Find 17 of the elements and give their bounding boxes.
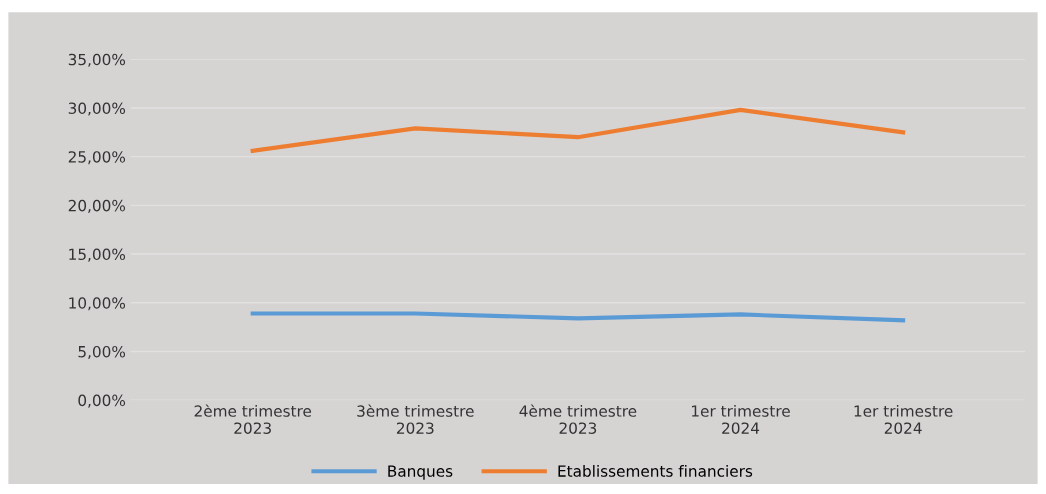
y-tick-label: 30,00% xyxy=(68,102,126,116)
line-series xyxy=(250,107,906,153)
y-tick-label: 25,00% xyxy=(68,151,126,165)
y-tick-label: 15,00% xyxy=(69,248,126,262)
y-tick-label: 35,00% xyxy=(68,53,126,67)
y-tick-label: 20,00% xyxy=(68,199,126,213)
legend-label: Etablissements financiers xyxy=(558,465,753,477)
y-tick-label: 0,00% xyxy=(78,394,126,408)
legend-label: Banques xyxy=(388,465,453,480)
x-tick-label: 1er trimestre 2024 xyxy=(692,405,790,434)
x-tick-label: 3ème trimestre 2023 xyxy=(357,404,474,434)
y-tick-label: 5,00% xyxy=(78,345,126,360)
y-tick-label: 10,00% xyxy=(69,297,126,311)
line-series xyxy=(250,311,906,323)
x-tick-label: 4ème trimestre 2023 xyxy=(519,404,637,434)
x-tick-label: 2ème trimestre 2023 xyxy=(194,404,312,434)
x-tick-label: 1er trimestre 2024 xyxy=(854,405,953,434)
